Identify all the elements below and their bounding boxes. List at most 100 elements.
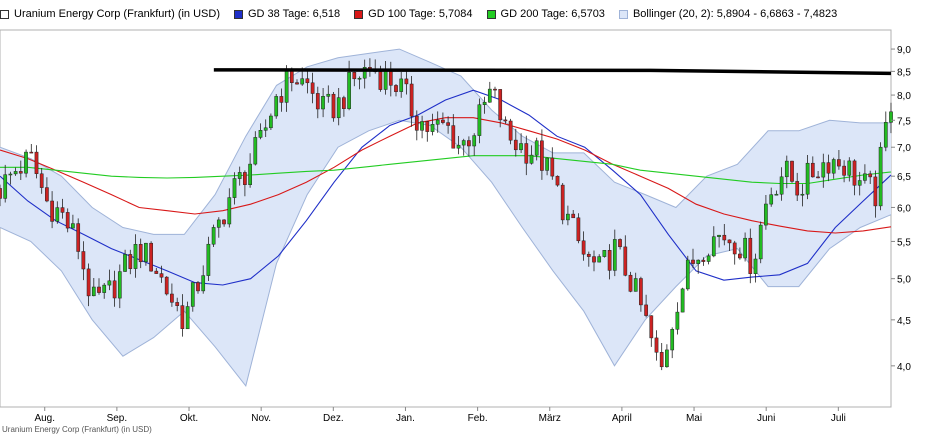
legend-bollinger-swatch [618, 9, 628, 19]
candle [826, 154, 831, 182]
candle-body [555, 175, 560, 186]
candle-body [581, 240, 586, 255]
legend-gd200-label: GD 200 Tage: 6,5703 [500, 8, 605, 20]
x-tick-label: Juni [757, 413, 775, 424]
candle [649, 315, 654, 347]
candle-body [545, 157, 549, 171]
candle [331, 92, 336, 122]
candle-body [8, 173, 13, 176]
candle-body [878, 146, 883, 207]
candle-body [722, 234, 727, 241]
candle-body [889, 111, 893, 123]
candle [237, 166, 242, 186]
candle-body [274, 96, 279, 117]
candle-body [810, 162, 815, 178]
candle [414, 110, 419, 141]
candle [222, 219, 226, 227]
candle-body [628, 274, 633, 292]
candle-body [873, 176, 878, 207]
candle-body [790, 160, 794, 182]
candle-body [592, 256, 596, 263]
candle-body [253, 137, 258, 165]
candle [321, 88, 325, 118]
candle-body [550, 157, 555, 177]
x-tick-label: Aug. [34, 413, 55, 424]
candle [456, 136, 461, 155]
gd200-line [0, 155, 892, 185]
candle-body [112, 280, 117, 299]
candle-body [717, 234, 721, 237]
legend-bollinger-label: Bollinger (20, 2): 5,8904 - 6,6863 - 7,4… [632, 8, 838, 20]
candle-body [269, 115, 273, 129]
candle [326, 85, 331, 103]
candle [24, 149, 28, 178]
candle [55, 201, 60, 224]
candle-body [237, 172, 242, 179]
candle [665, 344, 669, 368]
candle [441, 112, 445, 125]
legend-gd38[interactable]: GD 38 Tage: 6,518 [234, 8, 340, 20]
legend-gd200[interactable]: GD 200 Tage: 6,5703 [486, 8, 605, 20]
candle-body [50, 200, 54, 222]
candle-body [430, 124, 435, 132]
candle-body [399, 78, 404, 92]
candle [201, 265, 206, 294]
x-tick-label: Nov. [251, 413, 271, 424]
candle [701, 257, 706, 266]
candle [508, 118, 513, 145]
candle-body [816, 176, 820, 179]
candle-body [86, 268, 91, 297]
candle-body [461, 140, 466, 146]
candle [571, 210, 576, 219]
candle-body [243, 172, 247, 185]
candle [831, 157, 836, 179]
candle-body [180, 305, 185, 329]
candle-body [852, 160, 857, 186]
legend-gd100-label: GD 100 Tage: 5,7084 [368, 8, 473, 20]
candle [243, 170, 247, 197]
candle [357, 76, 362, 90]
candle [769, 187, 774, 207]
candle-body [211, 227, 216, 245]
candle [837, 150, 841, 170]
candle [816, 171, 820, 179]
bollinger-lower-line [0, 119, 892, 388]
candle-body [560, 184, 565, 221]
legend-main[interactable]: Uranium Energy Corp (Frankfurt) (in USD) [0, 8, 220, 20]
candle-body [675, 311, 680, 330]
candle-body [441, 119, 445, 123]
candle [534, 137, 539, 161]
candle-body [71, 223, 75, 229]
candle-body [347, 72, 351, 109]
candle [175, 297, 180, 312]
candle [399, 72, 404, 98]
candle-body [336, 97, 341, 119]
candle [696, 259, 701, 274]
candle [50, 191, 54, 229]
candle [555, 175, 560, 187]
candle [612, 229, 617, 277]
candle-body [837, 159, 841, 167]
candle [13, 167, 18, 176]
candle-body [513, 139, 518, 151]
candle-body [446, 122, 450, 126]
candle [878, 142, 883, 211]
candle-body [190, 282, 195, 307]
candle-body [284, 69, 289, 103]
candle [748, 228, 753, 284]
candle-body [623, 246, 628, 276]
candle-body [357, 77, 362, 80]
candle [764, 195, 768, 230]
candle-body [842, 165, 846, 176]
legend-gd100[interactable]: GD 100 Tage: 5,7084 [354, 8, 473, 20]
candle [597, 254, 602, 263]
candle-body [414, 115, 419, 131]
legend-bollinger[interactable]: Bollinger (20, 2): 5,8904 - 6,6863 - 7,4… [618, 8, 838, 20]
candle [71, 214, 75, 229]
candle-body [128, 254, 133, 269]
candle-body [493, 88, 497, 91]
candle-body [576, 217, 581, 242]
candle-body [404, 78, 409, 85]
candle-body [201, 275, 206, 292]
candle-body [732, 242, 737, 255]
